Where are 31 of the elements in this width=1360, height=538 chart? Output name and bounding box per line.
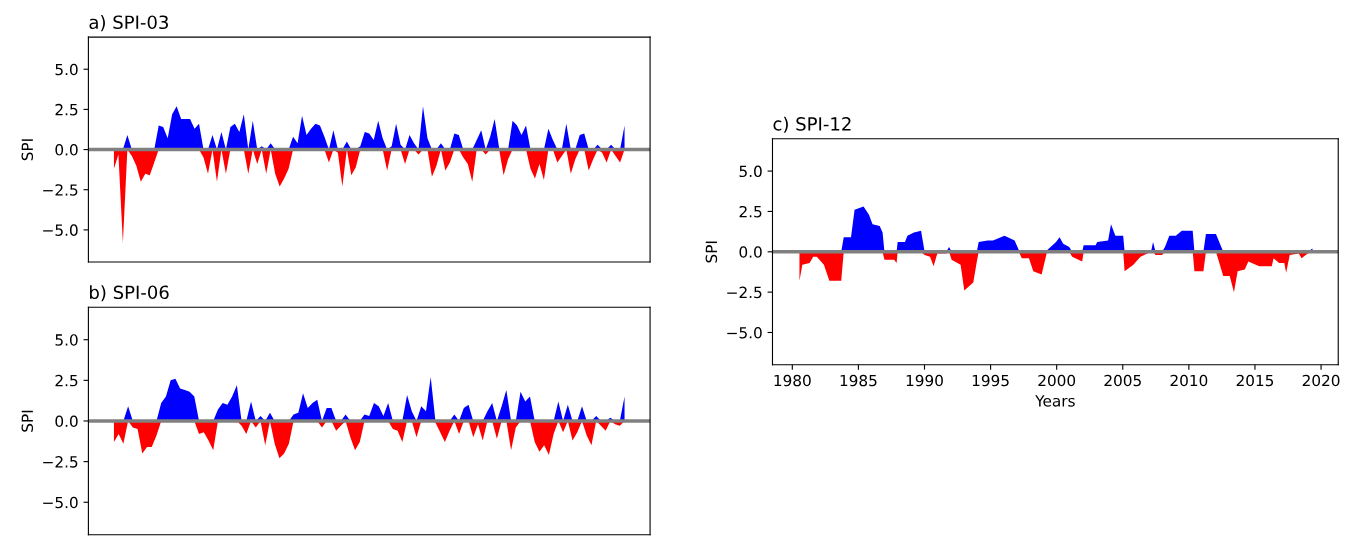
- y-tick-label: 5.0: [55, 63, 78, 76]
- y-axis-title: SPI: [705, 241, 718, 263]
- y-tick-label: −2.5: [43, 456, 78, 468]
- y-tick-label: 2.5: [55, 103, 78, 116]
- x-tick-label: 1985: [840, 374, 877, 387]
- y-tick-label: 0.0: [55, 144, 78, 156]
- y-tick-label: 2.5: [55, 374, 78, 387]
- y-axis-title: SPI: [21, 410, 34, 432]
- x-tick-label: 2005: [1104, 374, 1141, 387]
- y-tick-label: −5.0: [727, 326, 762, 339]
- y-tick-label: 2.5: [739, 205, 762, 218]
- y-axis-title: SPI: [21, 139, 34, 161]
- y-tick-label: 5.0: [55, 334, 78, 346]
- x-tick-label: 2010: [1170, 374, 1208, 387]
- x-tick-label: 1980: [774, 374, 811, 387]
- x-tick-label: 2000: [1038, 374, 1076, 387]
- chart-title: b) SPI-06: [90, 285, 169, 302]
- x-tick-label: 1995: [972, 374, 1009, 387]
- x-axis-title: Years: [1035, 395, 1075, 407]
- y-tick-label: 5.0: [739, 165, 762, 178]
- y-tick-label: −5.0: [43, 224, 78, 236]
- x-tick-label: 2020: [1302, 374, 1340, 387]
- y-tick-label: 0.0: [739, 246, 762, 258]
- x-tick-label: 2015: [1236, 374, 1274, 387]
- y-tick-label: −2.5: [727, 286, 762, 299]
- x-tick-label: 1990: [906, 374, 943, 387]
- y-tick-label: −2.5: [43, 184, 78, 196]
- y-tick-label: 0.0: [55, 415, 78, 428]
- chart-title: a) SPI-03: [89, 15, 168, 32]
- chart-title: c) SPI-12: [773, 116, 851, 133]
- y-tick-label: −5.0: [43, 496, 78, 509]
